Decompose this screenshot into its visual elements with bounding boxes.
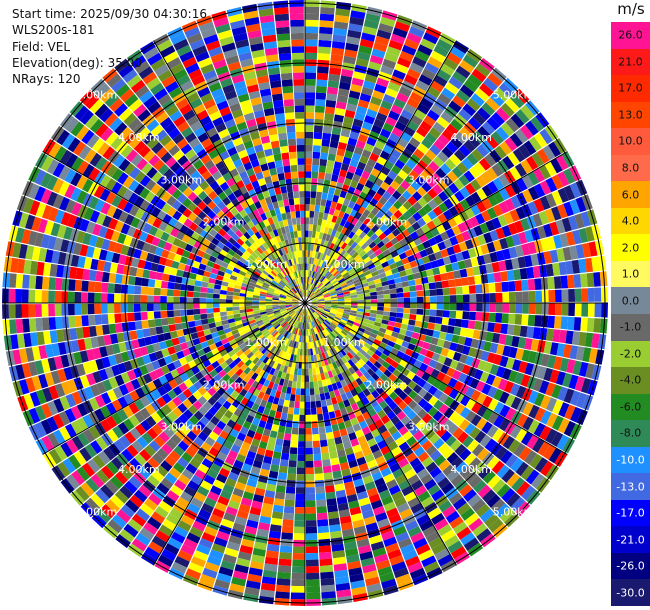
range-ring-label: 4.00km: [118, 131, 160, 144]
colorbar-segment: [611, 367, 650, 395]
nrays-text: NRays: 120: [12, 72, 81, 87]
colorbar-tick-label: 2.0: [621, 241, 640, 255]
start-time-text: Start time: 2025/09/30 04:30:16: [12, 7, 207, 21]
ppi-gates: [2, 0, 608, 606]
colorbar-segment: [611, 499, 650, 527]
colorbar-tick-label: -21.0: [616, 533, 645, 547]
range-ring-label: 1.00km: [323, 336, 365, 349]
range-ring-label: 1.00km: [245, 258, 287, 271]
colorbar-segment: [611, 75, 650, 103]
colorbar-tick-label: 6.0: [621, 188, 640, 202]
colorbar-tick-label: 4.0: [621, 214, 640, 228]
range-ring-label: 5.00km: [493, 506, 535, 519]
colorbar-segment: [611, 287, 650, 315]
colorbar-tick-label: 8.0: [621, 161, 640, 175]
range-ring-label: 2.00km: [203, 378, 245, 391]
colorbar-segment: [611, 393, 650, 421]
azimuth-spoke: [42, 302, 306, 455]
field-text: Field: VEL: [12, 39, 71, 54]
colorbar-tick-label: -30.0: [616, 586, 645, 600]
colorbar-segment: [611, 154, 650, 182]
colorbar-segment: [611, 22, 650, 50]
azimuth-spoke: [42, 151, 306, 304]
scan-info-panel: Start time: 2025/09/30 04:30:16 WLS200s-…: [12, 6, 207, 87]
colorbar-tick-label: 10.0: [618, 134, 643, 148]
colorbar-segment: [611, 128, 650, 156]
colorbar-tick-label: -6.0: [619, 400, 642, 414]
colorbar-segment: [611, 420, 650, 448]
colorbar-segment: [611, 181, 650, 209]
colorbar-unit-label: m/s: [617, 0, 645, 18]
colorbar-segment: [611, 340, 650, 368]
ppi-velocity-plot: 1.00km 1.00km 1.00km 1.00km 2.00km 2.00km 2.00…: [2, 0, 608, 606]
colorbar-segment: [611, 552, 650, 580]
colorbar-tick-label: -26.0: [616, 559, 645, 573]
range-ring-label: 5.00km: [493, 88, 535, 101]
range-ring-label: 3.00km: [161, 421, 203, 434]
range-ring-label: 4.00km: [118, 463, 160, 476]
station-name-text: WLS200s-181: [12, 23, 95, 38]
colorbar-segment: [611, 446, 650, 474]
range-ring-label: 4.00km: [450, 463, 492, 476]
range-ring-label: 2.00km: [203, 216, 245, 229]
colorbar-tick-label: -4.0: [619, 373, 642, 387]
colorbar-tick-label: -2.0: [619, 347, 642, 361]
range-ring-label: 5.00km: [76, 506, 118, 519]
azimuth-spoke: [304, 302, 568, 455]
colorbar-tick-label: 0.0: [621, 294, 640, 308]
colorbar-segment: [611, 234, 650, 262]
range-ring-label: 3.00km: [161, 173, 203, 186]
range-ring-label: 3.00km: [408, 173, 450, 186]
colorbar-tick-label: 13.0: [618, 108, 643, 122]
azimuth-spoke: [304, 40, 457, 304]
colorbar-segment: [611, 260, 650, 288]
azimuth-spoke: [304, 151, 568, 304]
colorbar-tick-label: -10.0: [616, 453, 645, 467]
range-ring-label: 1.00km: [323, 258, 365, 271]
colorbar-tick-label: -1.0: [619, 320, 642, 334]
colorbar-segment: [611, 473, 650, 501]
colorbar-tick-label: -8.0: [619, 426, 642, 440]
colorbar-segment: [611, 579, 650, 607]
colorbar-segment: [611, 101, 650, 129]
azimuth-spoke: [304, 302, 457, 566]
colorbar-segment: [611, 48, 650, 76]
colorbar-tick-label: 17.0: [618, 81, 643, 95]
colorbar-tick-label: -13.0: [616, 480, 645, 494]
range-ring-label: 2.00km: [366, 216, 408, 229]
colorbar-segment: [611, 207, 650, 235]
range-ring-label: 4.00km: [450, 131, 492, 144]
azimuth-spoke: [153, 40, 306, 304]
range-ring-label: 1.00km: [245, 336, 287, 349]
colorbar-segment: [611, 314, 650, 342]
colorbar-tick-label: 1.0: [621, 267, 640, 281]
colorbar-segment: [611, 526, 650, 554]
range-ring-label: 3.00km: [408, 421, 450, 434]
elevation-text: Elevation(deg): 35.00: [12, 55, 142, 70]
colorbar-tick-label: 21.0: [618, 55, 643, 69]
colorbar-tick-label: -17.0: [616, 506, 645, 520]
range-ring-label: 2.00km: [366, 378, 408, 391]
range-ring-label: 5.00km: [76, 88, 118, 101]
azimuth-spoke: [153, 302, 306, 566]
colorbar-tick-label: 26.0: [618, 28, 643, 42]
